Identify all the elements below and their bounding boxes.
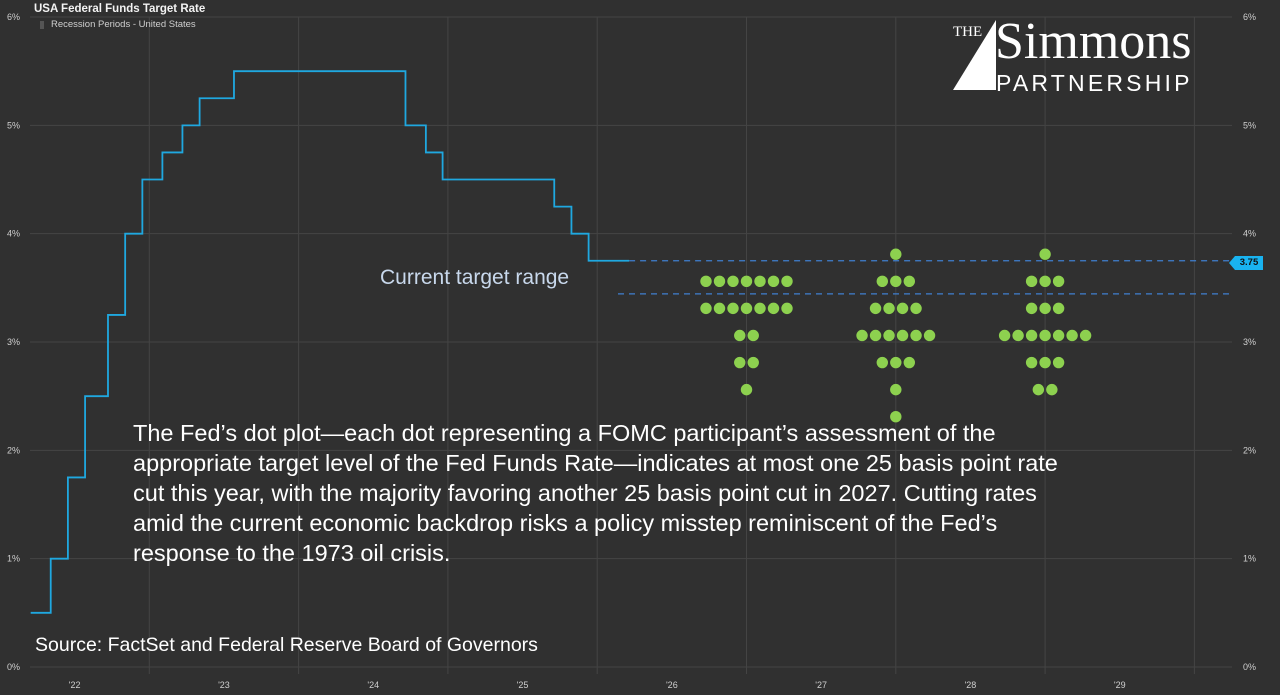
logo-sail-icon [953, 20, 996, 90]
fomc-dot-2027 [883, 329, 895, 342]
last-value-badge: 3.75 [1229, 256, 1263, 270]
y-tick-label-left: 2% [7, 445, 20, 455]
y-tick-label-right: 4% [1243, 229, 1256, 239]
fomc-dot-2028 [1066, 329, 1078, 342]
fomc-dot-2027 [883, 302, 895, 315]
fomc-dot-2028 [1039, 275, 1051, 288]
fomc-dot-2028 [1052, 275, 1065, 288]
fomc-dot-2026 [734, 329, 746, 342]
x-tick-label: '25 [517, 680, 529, 690]
y-tick-label-left: 1% [7, 554, 20, 564]
fomc-dot-2027 [903, 275, 915, 288]
fomc-dot-2028 [998, 329, 1011, 342]
y-tick-label-right: 6% [1243, 12, 1256, 22]
fomc-dot-2028 [1032, 383, 1045, 396]
fomc-dot-2026 [781, 302, 793, 315]
fomc-dot-2027 [910, 302, 922, 315]
x-tick-label: '27 [815, 680, 827, 690]
legend-swatch [40, 20, 44, 29]
y-tick-label-right: 5% [1243, 120, 1256, 130]
fomc-dot-2028 [1025, 275, 1038, 288]
fomc-dot-2027 [890, 248, 902, 260]
x-tick-label: '29 [1114, 680, 1126, 690]
fomc-dot-2028 [1012, 329, 1024, 342]
fomc-dot-2028 [1039, 329, 1051, 342]
fomc-dot-2028 [1046, 383, 1058, 396]
fomc-dot-2026 [734, 356, 746, 369]
fomc-dot-2027 [876, 275, 888, 288]
x-tick-label: '23 [218, 680, 230, 690]
fomc-dot-2027 [856, 329, 868, 342]
y-tick-label-left: 3% [7, 337, 20, 347]
x-tick-label: '24 [367, 680, 379, 690]
logo-the: THE [953, 24, 983, 40]
commentary: The Fed’s dot plot—each dot representing… [133, 418, 1058, 568]
legend: Recession Periods - United States [40, 19, 196, 30]
commentary-line: response to the 1973 oil crisis. [133, 540, 451, 566]
fomc-dot-2027 [903, 356, 915, 369]
fomc-dot-2027 [876, 356, 888, 369]
fomc-dot-2026 [740, 302, 753, 315]
fomc-dot-2028 [1039, 248, 1051, 260]
fomc-dot-2027 [896, 329, 909, 342]
fomc-dot-2027 [910, 329, 922, 342]
fomc-dot-2026 [754, 302, 766, 315]
y-tick-label-left: 6% [7, 12, 20, 22]
fomc-dot-2026 [700, 275, 712, 288]
y-tick-label-right: 3% [1243, 337, 1256, 347]
fomc-dot-2026 [727, 302, 739, 315]
source-note: Source: FactSet and Federal Reserve Boar… [35, 634, 538, 656]
fomc-dot-2028 [1052, 329, 1065, 342]
y-tick-label-left: 4% [7, 229, 20, 239]
legend-label: Recession Periods - United States [51, 19, 196, 30]
fomc-dot-2026 [740, 383, 753, 396]
fomc-dot-2027 [890, 275, 902, 288]
fomc-dot-2028 [1025, 356, 1038, 369]
fomc-dot-2027 [923, 329, 936, 342]
fomc-dot-2026 [767, 302, 780, 315]
commentary-line: The Fed’s dot plot—each dot representing… [133, 420, 996, 446]
fomc-dot-2028 [1052, 356, 1065, 369]
fomc-dot-2028 [1052, 302, 1065, 315]
fomc-dot-2028 [1079, 329, 1092, 342]
fomc-dot-2026 [781, 275, 793, 288]
commentary-line: appropriate target level of the Fed Fund… [133, 450, 1058, 476]
fomc-dot-2026 [700, 302, 712, 315]
fomc-dot-2026 [713, 275, 726, 288]
fomc-dot-2028 [1025, 302, 1038, 315]
fomc-dot-2027 [869, 302, 882, 315]
y-tick-label-right: 1% [1243, 554, 1256, 564]
commentary-line: cut this year, with the majority favorin… [133, 480, 1037, 506]
x-tick-label: '28 [965, 680, 977, 690]
fomc-dot-2026 [747, 329, 759, 342]
fomc-dot-2026 [727, 275, 739, 288]
fomc-dot-2027 [890, 356, 902, 369]
y-tick-label-right: 0% [1243, 662, 1256, 672]
fomc-dot-2026 [754, 275, 766, 288]
fed-funds-rate-line [30, 70, 630, 614]
x-tick-label: '26 [666, 680, 678, 690]
logo-simmons: Simmons [995, 13, 1192, 70]
x-tick-label: '22 [69, 680, 81, 690]
fomc-dot-2028 [1025, 329, 1038, 342]
y-tick-label-right: 2% [1243, 445, 1256, 455]
fomc-dot-2027 [896, 302, 909, 315]
fomc-dot-2027 [869, 329, 882, 342]
fomc-dot-2027 [890, 383, 902, 396]
current-range-label: Current target range [380, 266, 570, 289]
commentary-line: amid the current economic backdrop risks… [133, 510, 998, 536]
chart-title: USA Federal Funds Target Rate [34, 3, 206, 15]
y-tick-label-left: 0% [7, 662, 20, 672]
fomc-dot-2028 [1039, 302, 1051, 315]
fomc-dot-2028 [1039, 356, 1051, 369]
fomc-dot-2026 [747, 356, 759, 369]
fomc-dot-2026 [713, 302, 726, 315]
logo-partnership: PARTNERSHIP [996, 70, 1193, 96]
fomc-dot-2027 [890, 411, 902, 423]
y-tick-label-left: 5% [7, 120, 20, 130]
fomc-dot-2026 [767, 275, 780, 288]
logo: THE Simmons PARTNERSHIP [950, 13, 1230, 98]
fomc-dot-2026 [740, 275, 753, 288]
